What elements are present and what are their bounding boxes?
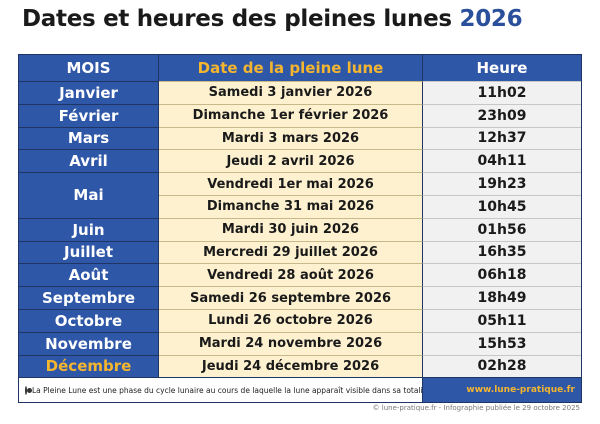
date-cell: Mardi 30 juin 2026	[159, 217, 423, 241]
month-cell: Août	[19, 263, 159, 287]
table-row-group-mai: Mai Vendredi 1er mai 2026 19h23 Dimanche…	[19, 172, 581, 218]
date-cell: Samedi 3 janvier 2026	[159, 81, 423, 104]
table-row: Février Dimanche 1er février 2026 23h09	[19, 103, 581, 127]
time-cell: 12h37	[423, 126, 581, 150]
credit-line: © lune-pratique.fr - Infographie publiée…	[372, 404, 580, 412]
time-cell: 23h09	[423, 103, 581, 127]
time-cell: 19h23	[423, 172, 581, 195]
table-row: Dimanche 31 mai 2026 10h45	[159, 194, 581, 218]
table-row: Août Vendredi 28 août 2026 06h18	[19, 263, 581, 287]
table-row: Juillet Mercredi 29 juillet 2026 16h35	[19, 240, 581, 264]
time-cell: 05h11	[423, 308, 581, 332]
title-year: 2026	[459, 6, 523, 32]
month-cell: Mai	[19, 172, 159, 218]
time-cell: 16h35	[423, 240, 581, 264]
date-cell: Jeudi 24 décembre 2026	[159, 354, 423, 378]
month-cell-highlighted: Décembre	[19, 354, 159, 378]
table-row: Janvier Samedi 3 janvier 2026 11h02	[19, 81, 581, 104]
time-cell: 01h56	[423, 217, 581, 241]
table-row: Juin Mardi 30 juin 2026 01h56	[19, 217, 581, 241]
table-row: Septembre Samedi 26 septembre 2026 18h49	[19, 286, 581, 309]
table-row: Mars Mardi 3 mars 2026 12h37	[19, 126, 581, 150]
table-row: Avril Jeudi 2 avril 2026 04h11	[19, 149, 581, 173]
month-cell: Octobre	[19, 308, 159, 332]
month-cell: Mars	[19, 126, 159, 150]
month-cell: Janvier	[19, 81, 159, 104]
table-row: Vendredi 1er mai 2026 19h23	[159, 172, 581, 195]
footer-note: La Pleine Lune est une phase du cycle lu…	[19, 378, 423, 403]
time-cell: 04h11	[423, 149, 581, 173]
date-cell: Lundi 26 octobre 2026	[159, 308, 423, 332]
date-cell: Dimanche 1er février 2026	[159, 103, 423, 127]
date-cell: Mercredi 29 juillet 2026	[159, 240, 423, 264]
date-cell: Jeudi 2 avril 2026	[159, 149, 423, 173]
table-header-row: MOIS Date de la pleine lune Heure	[19, 55, 581, 81]
time-cell: 18h49	[423, 286, 581, 309]
date-cell: Mardi 3 mars 2026	[159, 126, 423, 150]
month-cell: Février	[19, 103, 159, 127]
time-cell: 11h02	[423, 81, 581, 104]
footer-note-text: La Pleine Lune est une phase du cycle lu…	[32, 385, 423, 395]
title-prefix: Dates et heures des pleines lunes	[22, 6, 460, 32]
date-cell: Vendredi 1er mai 2026	[159, 172, 423, 195]
date-cell: Mardi 24 novembre 2026	[159, 331, 423, 355]
month-cell: Septembre	[19, 286, 159, 309]
time-cell: 06h18	[423, 263, 581, 287]
time-cell: 02h28	[423, 354, 581, 378]
time-cell: 15h53	[423, 331, 581, 355]
time-cell: 10h45	[423, 194, 581, 218]
full-moon-table: MOIS Date de la pleine lune Heure Janvie…	[18, 54, 582, 404]
website-link[interactable]: www.lune-pratique.fr	[423, 378, 581, 403]
month-cell: Novembre	[19, 331, 159, 355]
date-cell: Dimanche 31 mai 2026	[159, 194, 423, 218]
table-row: Décembre Jeudi 24 décembre 2026 02h28	[19, 354, 581, 378]
header-month: MOIS	[19, 55, 159, 81]
month-cell: Juillet	[19, 240, 159, 264]
page-title: Dates et heures des pleines lunes 2026	[22, 6, 523, 32]
month-cell: Avril	[19, 149, 159, 173]
date-cell: Vendredi 28 août 2026	[159, 263, 423, 287]
header-date: Date de la pleine lune	[159, 55, 423, 81]
table-row: Novembre Mardi 24 novembre 2026 15h53	[19, 331, 581, 355]
moon-icon	[25, 385, 32, 395]
header-time: Heure	[423, 55, 581, 81]
table-footer: La Pleine Lune est une phase du cycle lu…	[19, 377, 581, 403]
date-cell: Samedi 26 septembre 2026	[159, 286, 423, 309]
table-row: Octobre Lundi 26 octobre 2026 05h11	[19, 308, 581, 332]
month-cell: Juin	[19, 217, 159, 241]
